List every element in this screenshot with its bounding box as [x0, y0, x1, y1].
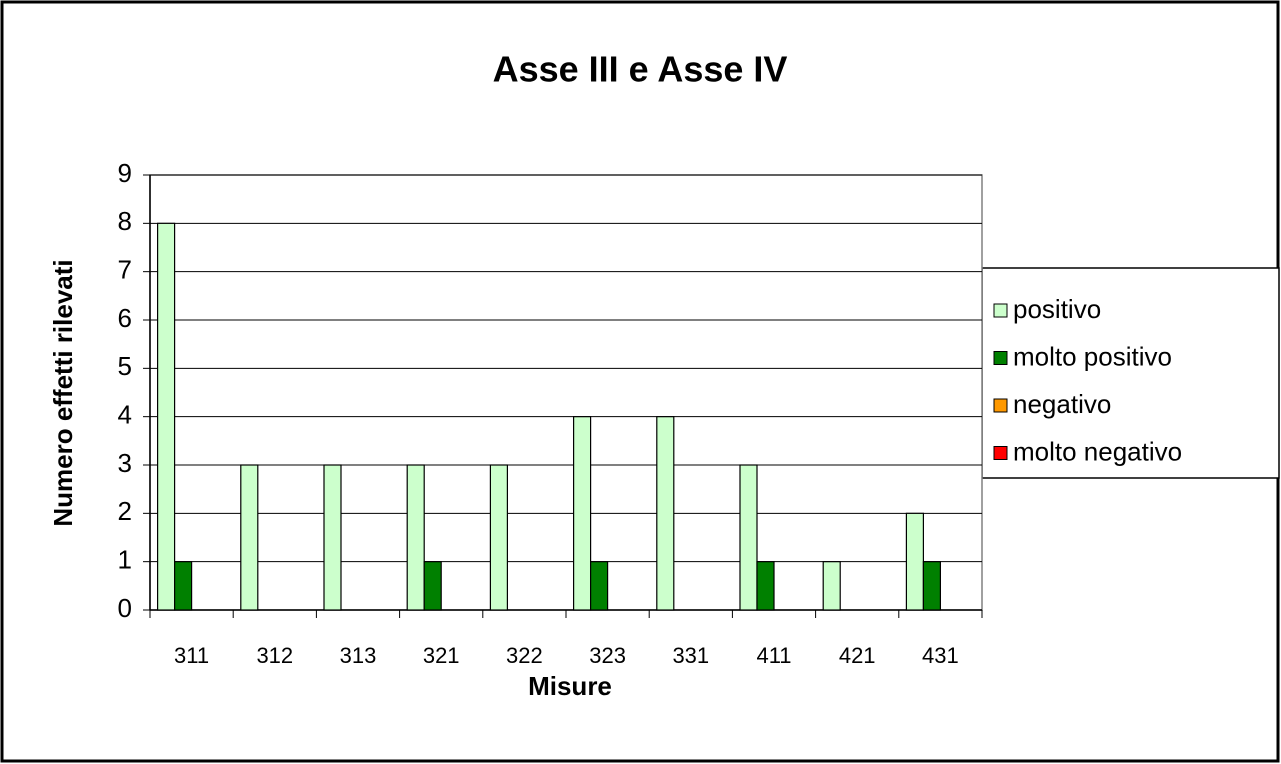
y-tick-label: 6	[118, 303, 132, 333]
bar	[323, 464, 342, 611]
legend-label: molto positivo	[1013, 341, 1172, 371]
bar	[922, 561, 942, 611]
legend-swatch	[993, 351, 1008, 365]
bar	[656, 416, 675, 611]
bar	[589, 561, 609, 611]
legend-label: positivo	[1013, 294, 1101, 324]
bar	[739, 464, 758, 611]
x-tick-label: 331	[672, 643, 709, 668]
x-tick-label: 311	[174, 643, 209, 668]
bar	[822, 561, 841, 611]
legend-swatch	[993, 303, 1008, 318]
x-tick-label: 313	[340, 643, 377, 668]
y-tick-label: 1	[118, 545, 132, 575]
x-tick-label: 312	[256, 643, 293, 668]
legend-label: negativo	[1013, 389, 1111, 419]
bar	[406, 464, 425, 611]
bar	[174, 561, 193, 611]
bar	[756, 561, 775, 611]
bar	[240, 464, 259, 611]
chart-title: Asse III e Asse IV	[493, 49, 788, 90]
x-tick-label: 431	[922, 643, 959, 668]
bar	[905, 512, 925, 611]
y-tick-label: 0	[118, 593, 132, 623]
y-tick-label: 3	[118, 448, 132, 478]
bar	[489, 464, 508, 611]
legend-swatch	[993, 398, 1008, 413]
bar	[157, 222, 176, 611]
y-tick-label: 4	[118, 400, 132, 430]
legend	[981, 267, 1280, 479]
y-tick-label: 5	[118, 351, 132, 381]
x-tick-label: 421	[839, 643, 876, 668]
y-tick-label: 8	[118, 206, 132, 236]
y-axis-label: Numero effetti rilevati	[48, 259, 78, 526]
y-tick-label: 7	[118, 255, 132, 285]
y-tick-label: 2	[118, 496, 132, 526]
x-tick-label: 322	[506, 643, 543, 668]
legend-label: molto negativo	[1013, 436, 1182, 466]
x-tick-label: 323	[589, 643, 626, 668]
x-tick-label: 321	[423, 643, 460, 668]
y-tick-label: 9	[118, 158, 132, 188]
legend-swatch	[993, 446, 1008, 460]
bar	[423, 561, 442, 611]
x-tick-label: 411	[756, 643, 791, 668]
bar	[572, 416, 592, 611]
plot-area	[149, 174, 983, 611]
x-axis-label: Misure	[528, 671, 612, 701]
